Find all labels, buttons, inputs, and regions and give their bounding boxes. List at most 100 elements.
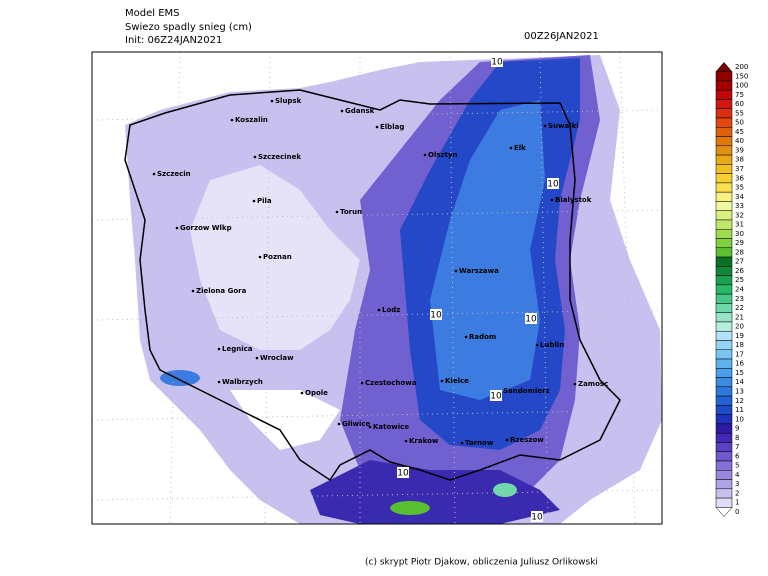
- colorbar-swatch: [715, 127, 733, 137]
- colorbar-swatch: [715, 256, 733, 267]
- map-field: [92, 52, 662, 524]
- colorbar-label: 6: [735, 452, 740, 460]
- colorbar-label: 10: [735, 415, 744, 423]
- city-label: Zamosc: [578, 380, 608, 388]
- city-dot: [217, 347, 221, 351]
- colorbar-swatch: [715, 303, 733, 313]
- colorbar-swatch: [715, 247, 733, 258]
- colorbar-swatch: [715, 164, 733, 174]
- city-label: Kielce: [445, 377, 469, 385]
- snow-heavier: [430, 100, 545, 400]
- city-label: Slupsk: [275, 97, 302, 105]
- colorbar-swatch: [715, 108, 733, 119]
- colorbar-swatch: [715, 368, 733, 378]
- colorbar-label: 9: [735, 425, 739, 433]
- colorbar-label: 24: [735, 286, 744, 294]
- mountain-max: [493, 483, 517, 497]
- mountain-max: [390, 501, 430, 515]
- city-label: Radom: [469, 333, 496, 341]
- city-label: Zielona Gora: [196, 287, 247, 295]
- city-dot: [252, 199, 256, 203]
- colorbar-swatch: [715, 284, 733, 295]
- contour-label: 10: [525, 315, 537, 325]
- colorbar-swatch: [715, 386, 733, 397]
- colorbar-swatch: [715, 460, 733, 471]
- colorbar-label: 20: [735, 323, 744, 331]
- city-dot: [191, 289, 195, 293]
- contour-label-box: [430, 309, 442, 320]
- colorbar-label: 14: [735, 378, 744, 386]
- colorbar-arrow: [715, 507, 733, 518]
- colorbar-label: 26: [735, 267, 744, 275]
- city-dot: [454, 269, 458, 273]
- colorbar-label: 18: [735, 341, 744, 349]
- colorbar-label: 16: [735, 360, 744, 368]
- colorbar-label: 32: [735, 211, 744, 219]
- colorbar-label: 5: [735, 462, 739, 470]
- colorbar-label: 25: [735, 276, 744, 284]
- city-dot: [368, 425, 372, 429]
- colorbar-label: 22: [735, 304, 744, 312]
- colorbar-swatch: [715, 423, 733, 434]
- contour-label: 10: [491, 58, 503, 68]
- colorbar-label: 1: [735, 499, 739, 507]
- snow-trace: [190, 165, 360, 350]
- credit: (c) skrypt Piotr Djakow, obliczenia Juli…: [365, 558, 598, 568]
- colorbar-swatch: [715, 71, 733, 82]
- colorbar-label: 17: [735, 350, 744, 358]
- colorbar-label: 40: [735, 137, 744, 145]
- contour-label: 10: [397, 469, 409, 479]
- colorbar-swatch: [715, 479, 733, 490]
- city-label: Lodz: [382, 306, 400, 314]
- city-dot: [440, 379, 444, 383]
- colorbar-label: 7: [735, 443, 739, 451]
- city-dot: [423, 153, 427, 157]
- colorbar-label: 28: [735, 248, 744, 256]
- colorbar-swatch: [715, 488, 733, 499]
- colorbar-label: 150: [735, 72, 748, 80]
- colorbar-swatch: [715, 497, 733, 508]
- colorbar-swatch: [715, 312, 733, 323]
- colorbar-label: 39: [735, 146, 744, 154]
- colorbar-swatch: [715, 266, 733, 276]
- city-label: Koszalin: [235, 116, 268, 124]
- field-name: Swiezo spadly snieg (cm): [125, 22, 252, 33]
- colorbar-swatch: [715, 99, 733, 109]
- colorbar-swatch: [715, 377, 733, 388]
- model-name: Model EMS: [125, 8, 180, 19]
- colorbar-label: 12: [735, 397, 744, 405]
- colorbar-label: 45: [735, 128, 744, 136]
- city-dot: [152, 172, 156, 176]
- city-label: Szczecinek: [258, 153, 301, 161]
- city-dot: [340, 109, 344, 113]
- map-frame: [91, 51, 663, 525]
- colorbar-label: 55: [735, 109, 744, 117]
- colorbar-label: 29: [735, 239, 744, 247]
- colorbar-swatch: [715, 470, 733, 480]
- colorbar-swatch: [715, 210, 733, 221]
- colorbar-label: 27: [735, 258, 744, 266]
- city-label: Rzeszow: [510, 436, 544, 444]
- colorbar-label: 21: [735, 313, 744, 321]
- city-dot: [543, 124, 547, 128]
- colorbar-label: 75: [735, 91, 744, 99]
- colorbar-label: 30: [735, 230, 744, 238]
- city-dot: [464, 335, 468, 339]
- city-dot: [270, 99, 274, 103]
- city-label: Sandomierz: [503, 387, 550, 395]
- city-dot: [509, 146, 513, 150]
- colorbar-swatch: [715, 154, 733, 165]
- city-label: Gorzow Wlkp: [180, 224, 232, 232]
- contour-label: 10: [531, 513, 543, 523]
- city-label: Elk: [514, 144, 526, 152]
- city-label: Lublin: [540, 341, 564, 349]
- colorbar-swatch: [715, 80, 733, 91]
- colorbar-arrow: [715, 61, 733, 72]
- contour-label: 10: [547, 180, 559, 190]
- colorbar-swatch: [715, 321, 733, 332]
- city-dot: [550, 198, 554, 202]
- colorbar-swatch: [715, 451, 733, 462]
- city-label: Torun: [340, 208, 362, 216]
- colorbar-label: 23: [735, 295, 744, 303]
- city-dot: [217, 380, 221, 384]
